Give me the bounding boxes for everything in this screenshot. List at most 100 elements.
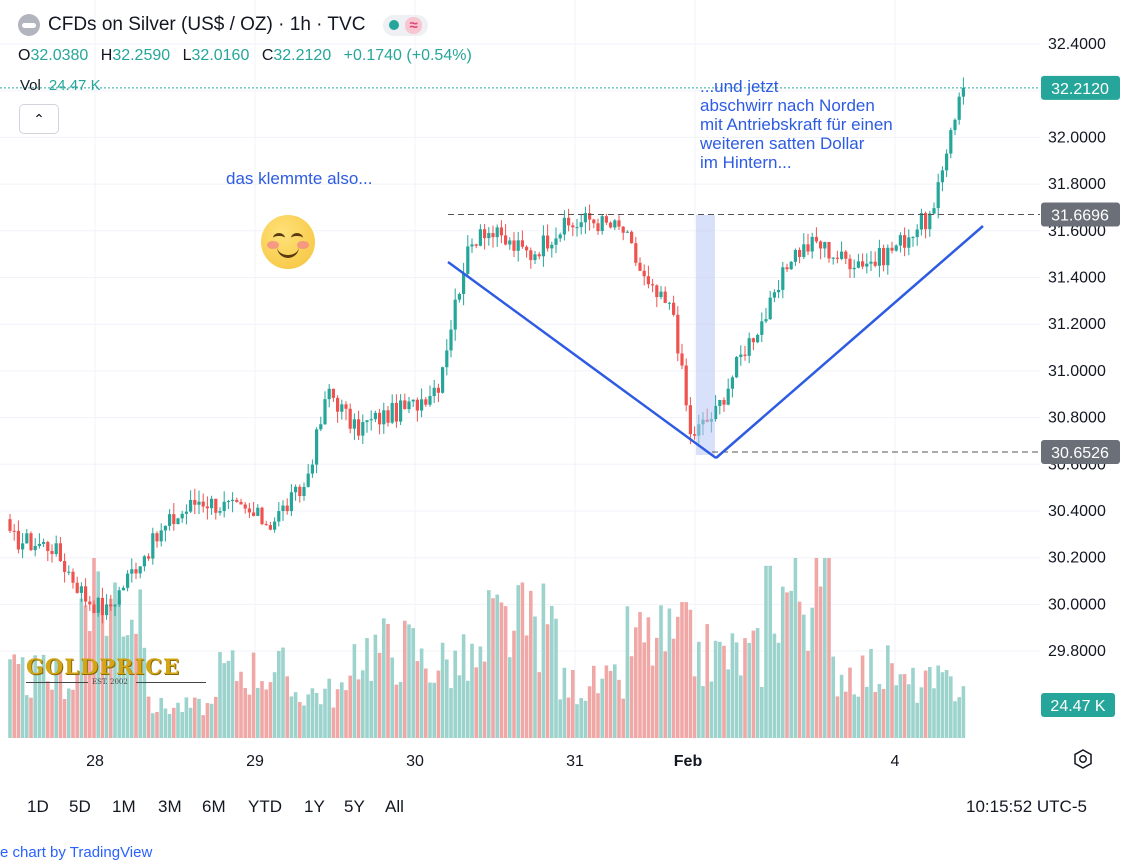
candle[interactable] [336,397,340,412]
candle[interactable] [46,542,50,551]
candle[interactable] [693,434,697,436]
candle[interactable] [105,604,109,616]
candle[interactable] [508,240,512,245]
candle[interactable] [235,499,239,502]
candle[interactable] [96,597,100,613]
candle[interactable] [886,247,890,266]
candle[interactable] [890,247,894,251]
candle[interactable] [71,571,75,583]
candle[interactable] [575,227,579,229]
candle[interactable] [756,334,760,343]
candle[interactable] [827,242,831,259]
candle[interactable] [529,250,533,261]
candle[interactable] [613,220,617,228]
candle[interactable] [550,244,554,249]
candle[interactable] [256,507,260,516]
candle[interactable] [378,412,382,425]
candle[interactable] [348,408,352,429]
candle[interactable] [268,525,272,530]
candle[interactable] [302,486,306,497]
candle[interactable] [680,353,684,366]
candle[interactable] [567,217,571,226]
candle[interactable] [88,601,92,605]
candle[interactable] [168,514,172,526]
candle[interactable] [810,236,814,252]
candle[interactable] [180,513,184,519]
candle[interactable] [814,236,818,242]
candle[interactable] [79,586,83,593]
candle[interactable] [189,499,193,512]
candle[interactable] [369,419,373,421]
candle[interactable] [340,404,344,412]
candle[interactable] [323,399,327,425]
candle[interactable] [802,244,806,257]
candle[interactable] [386,410,390,423]
trend-line-up[interactable] [715,225,984,459]
candle[interactable] [714,405,718,420]
timeframe-6m[interactable]: 6M [202,797,226,816]
candle[interactable] [953,119,957,131]
candle[interactable] [470,244,474,247]
candle[interactable] [331,388,335,398]
timezone-clock[interactable]: 10:15:52 UTC-5 [966,797,1087,816]
candle[interactable] [865,263,869,267]
candle[interactable] [453,299,457,330]
candle[interactable] [646,276,650,285]
candle[interactable] [672,302,676,315]
candle[interactable] [949,130,953,154]
candle[interactable] [415,399,419,411]
candle[interactable] [424,399,428,405]
candle[interactable] [537,254,541,257]
candle[interactable] [117,590,121,605]
smiling-face-icon[interactable] [261,215,315,269]
candle[interactable] [743,354,747,356]
candle[interactable] [327,388,331,400]
candle[interactable] [218,511,222,513]
candle[interactable] [42,542,46,544]
candle[interactable] [294,486,298,493]
timeframe-5d[interactable]: 5D [69,797,91,816]
candle[interactable] [252,512,256,516]
candle[interactable] [273,521,277,530]
timeframe-5y[interactable]: 5Y [344,797,365,816]
timeframe-1y[interactable]: 1Y [304,797,325,816]
candle[interactable] [928,213,932,230]
annotation-left[interactable]: das klemmte also... [226,169,373,188]
candle[interactable] [579,222,583,228]
candle[interactable] [92,604,96,613]
candle[interactable] [877,248,881,266]
candle[interactable] [159,530,163,542]
candle[interactable] [558,234,562,239]
candle[interactable] [428,396,432,405]
timeframe-3m[interactable]: 3M [158,797,182,816]
candle[interactable] [243,504,247,509]
timeframe-1m[interactable]: 1M [112,797,136,816]
candle[interactable] [457,293,461,300]
candle[interactable] [562,217,566,235]
trend-line-down[interactable] [447,260,717,460]
candle[interactable] [852,267,856,270]
candle[interactable] [193,499,197,505]
candle[interactable] [781,267,785,290]
candle[interactable] [373,412,377,420]
candle[interactable] [382,410,386,425]
candle[interactable] [29,533,33,551]
candle[interactable] [856,261,860,268]
candle[interactable] [894,245,898,251]
candle[interactable] [184,511,188,514]
candle[interactable] [289,492,293,512]
candle[interactable] [172,514,176,525]
candle[interactable] [592,219,596,224]
candle[interactable] [474,244,478,246]
candle[interactable] [33,545,37,551]
candle[interactable] [37,543,41,546]
candle[interactable] [231,499,235,502]
timeframe-ytd[interactable]: YTD [248,797,282,816]
candle[interactable] [277,511,281,522]
candle[interactable] [764,319,768,322]
candle[interactable] [222,501,226,512]
candle[interactable] [819,241,823,249]
candle[interactable] [357,419,361,436]
candle[interactable] [407,401,411,410]
candle[interactable] [310,464,314,474]
